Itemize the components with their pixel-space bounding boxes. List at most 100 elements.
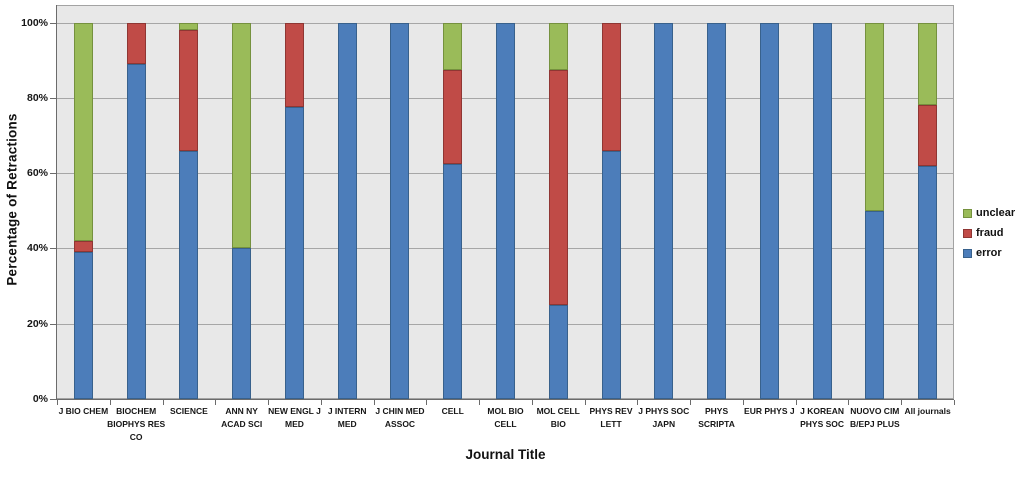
x-tick-mark [268,400,270,405]
x-axis-label-line: MOL BIO [487,406,524,416]
legend: unclear fraud error [963,208,1015,268]
error-segment-j-intern-med [337,22,357,399]
unclear-segment-all-journals [918,22,938,106]
x-axis-label-science: SCIENCE [157,405,221,418]
y-tick-mark [50,323,56,325]
x-tick-mark [531,400,533,405]
fraud-segment-new-engl-j-med [284,22,304,108]
x-axis-label-phys-scripta: PHYS SCRIPTA [685,405,749,431]
y-tick-label: 80% [26,91,48,104]
y-tick-mark [50,22,56,24]
x-tick-mark [215,400,217,405]
x-axis-label-line: PHYS [704,406,729,416]
y-axis-line [56,5,57,400]
x-axis-label-ann-ny-acad-sci: ANN NY ACAD SCI [210,405,274,431]
error-segment-mol-cell-bio [548,304,568,399]
x-tick-mark [901,400,903,405]
error-segment-cell [443,163,463,399]
x-axis-label-j-phys-soc-japn: J PHYS SOC JAPN [632,405,696,431]
legend-label: error [976,247,1002,259]
x-axis-label-j-chin-med-assoc: J CHIN MED ASSOC [368,405,432,431]
fraud-segment-mol-cell-bio [548,69,568,305]
y-tick-mark [50,248,56,250]
error-segment-mol-bio-cell [496,22,515,399]
x-tick-mark [479,400,481,405]
x-axis-label-line: LETT [600,419,622,429]
x-axis-label-line: ANN NY [225,406,258,416]
x-tick-mark [742,400,744,405]
fraud-segment-biochem-biophys-res-co [126,22,146,65]
x-axis-label-line: PHYS SOC [800,419,845,429]
legend-swatch-unclear [963,209,972,218]
x-tick-mark [109,400,111,405]
error-segment-ann-ny-acad-sci [232,248,252,399]
x-axis-label-nuovo-cim-b-epj-plus: NUOVO CIM B/EPJ PLUS [843,405,907,431]
unclear-segment-ann-ny-acad-sci [232,22,252,249]
y-tick-mark [50,399,56,400]
error-segment-science [179,150,199,399]
unclear-segment-j-bio-chem [73,22,93,241]
x-axis-label-mol-bio-cell: MOL BIO CELL [474,405,538,431]
y-tick-label: 0% [32,393,48,405]
x-axis-label-j-intern-med: J INTERN MED [315,405,379,431]
x-tick-mark [848,400,850,405]
x-axis-label-eur-phys-j: EUR PHYS J [737,405,801,418]
x-axis-label-line: CELL [441,406,464,416]
error-segment-nuovo-cim-b-epj-plus [865,210,885,399]
x-axis-label-biochem-biophys-res-co: BIOCHEM BIOPHYS RES CO [104,405,168,444]
fraud-segment-cell [443,69,463,164]
x-axis-label-line: SCIENCE [170,406,208,416]
fraud-segment-science [179,30,199,151]
x-axis-label-phys-rev-lett: PHYS REV LETT [579,405,643,431]
fraud-segment-j-bio-chem [73,240,93,253]
x-axis-label-j-bio-chem: J BIO CHEM [51,405,115,418]
legend-swatch-fraud [963,229,972,238]
unclear-segment-mol-cell-bio [548,22,568,70]
y-tick-label: 60% [26,167,48,180]
error-segment-j-bio-chem [73,252,93,399]
error-segment-eur-phys-j [759,22,779,399]
legend-label: unclear [976,207,1016,219]
y-tick-label: 20% [26,317,48,330]
x-axis-label-line: ACAD SCI [221,419,263,429]
x-axis-label-all-journals: All journals [896,405,960,418]
legend-item-fraud: fraud [963,228,1015,239]
legend-swatch-error [963,249,972,258]
x-tick-mark [954,400,955,405]
x-axis-label-line: NUOVO CIM [850,406,900,416]
error-segment-j-phys-soc-japn [654,22,674,399]
x-tick-mark [57,400,58,405]
x-axis-line [51,399,954,400]
x-axis-label-line: SCRIPTA [698,419,735,429]
fraud-segment-phys-rev-lett [601,22,621,151]
x-tick-mark [584,400,586,405]
x-axis-label-line: ASSOC [384,419,416,429]
error-segment-new-engl-j-med [284,107,304,399]
x-axis-label-mol-cell-bio: MOL CELL BIO [526,405,590,431]
x-tick-mark [162,400,164,405]
x-axis-label-line: MOL CELL [536,406,580,416]
x-axis-label-line: J BIO CHEM [58,406,109,416]
error-segment-biochem-biophys-res-co [126,64,146,399]
x-axis-label-line: J KOREAN [800,406,845,416]
x-axis-label-line: All journals [904,406,951,416]
error-segment-j-chin-med-assoc [390,22,410,399]
x-axis-label-line: J PHYS SOC [638,406,690,416]
error-segment-phys-scripta [707,22,727,399]
y-tick-mark [50,173,56,175]
x-axis-label-line: J INTERN [327,406,367,416]
x-axis-label-line: MED [337,419,357,429]
unclear-segment-nuovo-cim-b-epj-plus [865,22,885,211]
y-tick-label: 40% [26,242,48,255]
fraud-segment-all-journals [918,105,938,166]
legend-label: fraud [976,227,1004,239]
x-axis-label-line: CO [129,432,143,442]
x-axis-label-j-korean-phys-soc: J KOREAN PHYS SOC [790,405,854,431]
x-tick-mark [426,400,428,405]
x-axis-label-line: B/EPJ PLUS [850,419,900,429]
error-segment-all-journals [918,165,938,399]
unclear-segment-science [179,22,199,31]
x-axis-label-line: MED [284,419,304,429]
x-tick-mark [795,400,797,405]
